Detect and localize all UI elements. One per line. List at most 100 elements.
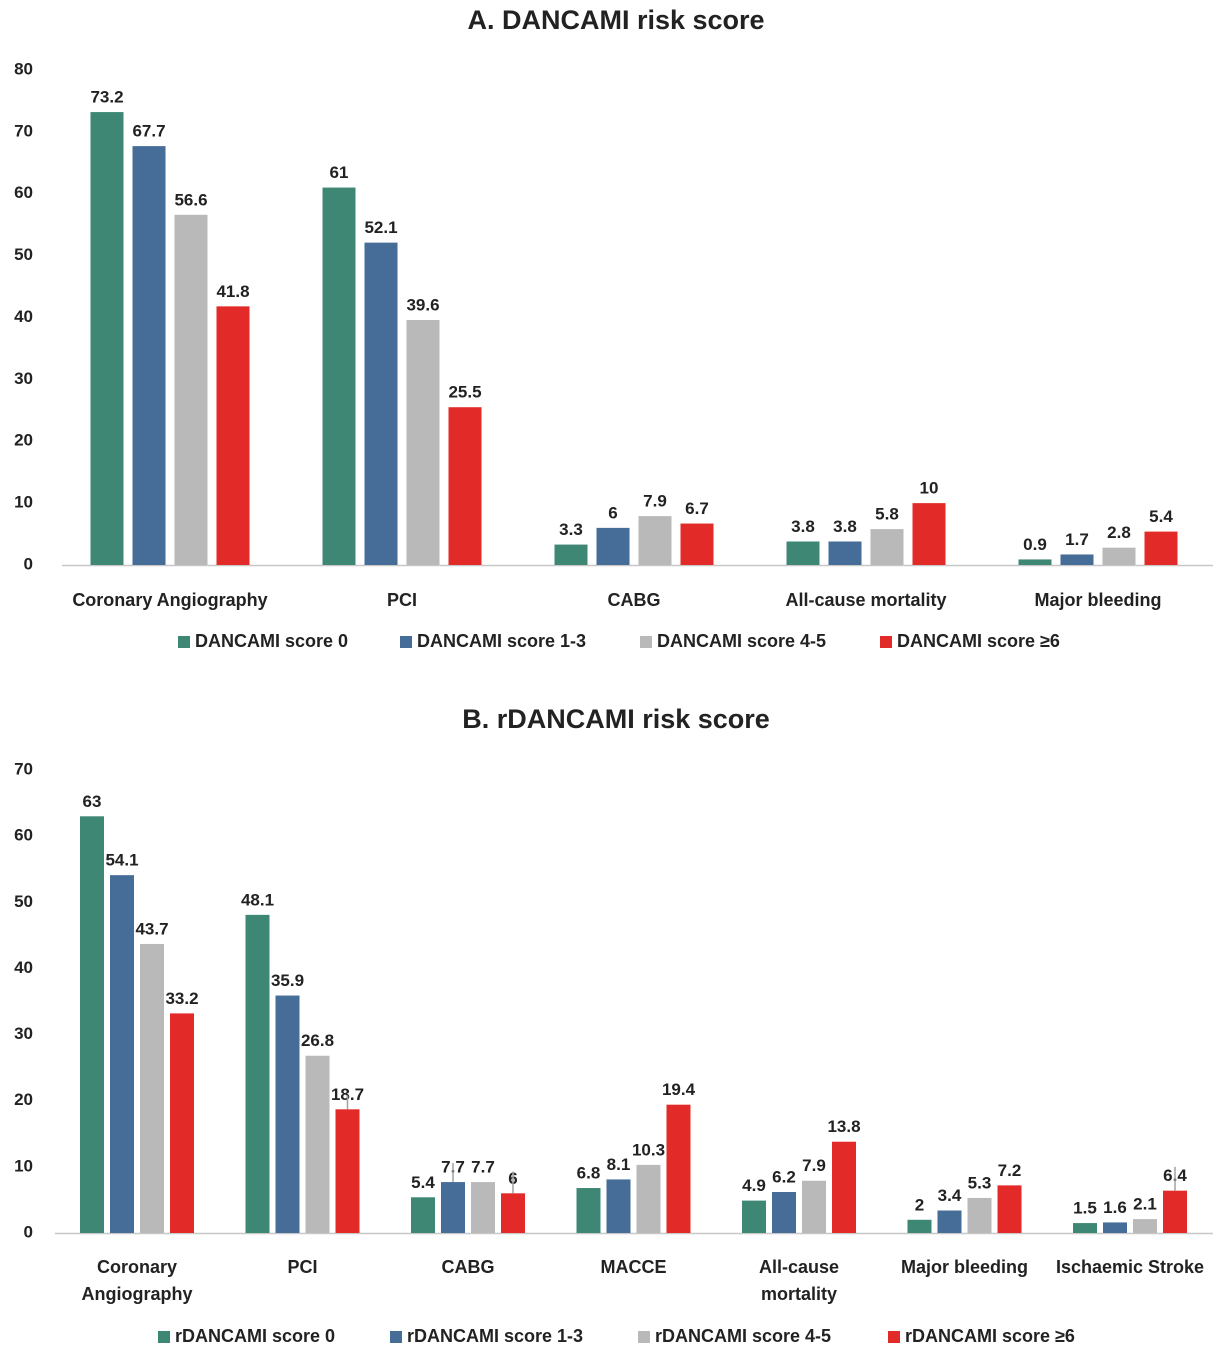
data-label: 48.1 [241, 890, 274, 909]
bar [786, 541, 820, 565]
y-tick-label: 70 [14, 121, 33, 140]
data-label: 41.8 [216, 282, 249, 301]
category-label: Ischaemic Stroke [1056, 1257, 1204, 1277]
data-label: 3.8 [833, 517, 857, 536]
bar [411, 1197, 435, 1233]
bar [912, 503, 946, 565]
category-label: PCI [387, 590, 417, 610]
data-label: 0.9 [1023, 535, 1047, 554]
data-label: 3.4 [938, 1186, 962, 1205]
bar [140, 943, 164, 1233]
data-label: 6.2 [772, 1167, 796, 1186]
y-tick-label: 70 [14, 759, 33, 778]
data-label: 39.6 [406, 295, 439, 314]
legend-swatch [880, 636, 892, 648]
data-label: 19.4 [662, 1080, 696, 1099]
y-tick-label: 40 [14, 307, 33, 326]
bar [742, 1200, 766, 1233]
bar [245, 914, 270, 1233]
bar [828, 541, 862, 565]
data-label: 6.7 [685, 499, 709, 518]
data-label: 54.1 [105, 851, 138, 870]
bar [554, 544, 588, 565]
y-tick-label: 30 [14, 1024, 33, 1043]
bar [606, 1179, 631, 1233]
data-label: 6 [608, 503, 617, 522]
data-label: 5.4 [411, 1173, 435, 1192]
data-label: 56.6 [174, 190, 207, 209]
data-label: 5.8 [875, 505, 899, 524]
bar [501, 1193, 525, 1233]
y-tick-label: 10 [14, 493, 33, 512]
legend-label: DANCAMI score 4-5 [657, 631, 826, 651]
bar [772, 1191, 796, 1233]
bar [1103, 1222, 1127, 1233]
data-label: 1.6 [1103, 1198, 1127, 1217]
legend-label: rDANCAMI score 1-3 [407, 1326, 583, 1346]
bar [110, 875, 134, 1233]
data-label: 33.2 [165, 989, 198, 1008]
bar [275, 995, 300, 1233]
legend-swatch [390, 1331, 402, 1343]
chart-title: B. rDANCAMI risk score [462, 704, 770, 734]
category-label: Angiography [82, 1284, 193, 1304]
bar [1144, 531, 1178, 565]
bar [406, 319, 440, 565]
legend-swatch [888, 1331, 900, 1343]
data-label: 7.9 [643, 492, 667, 511]
data-label: 6.8 [577, 1164, 601, 1183]
bar [680, 523, 714, 565]
data-label: 63 [83, 792, 102, 811]
legend-swatch [400, 636, 412, 648]
data-label: 1.7 [1065, 530, 1089, 549]
legend-label: rDANCAMI score 0 [175, 1326, 335, 1346]
data-label: 7.7 [471, 1158, 495, 1177]
bar [638, 516, 672, 565]
y-tick-label: 40 [14, 958, 33, 977]
bar [1073, 1223, 1097, 1233]
category-label: Major bleeding [901, 1257, 1028, 1277]
data-label: 3.3 [559, 520, 583, 539]
bar [832, 1141, 856, 1233]
bar [1060, 554, 1094, 565]
data-label: 1.5 [1073, 1199, 1097, 1218]
bar [305, 1055, 330, 1233]
bar [80, 816, 104, 1233]
y-tick-label: 50 [14, 245, 33, 264]
bar [1163, 1190, 1187, 1233]
bar [870, 529, 904, 565]
bar [967, 1197, 992, 1233]
data-label: 10.3 [632, 1140, 665, 1159]
bar [1102, 547, 1136, 565]
y-tick-label: 0 [24, 554, 33, 573]
category-label: Coronary [97, 1257, 177, 1277]
data-label: 18.7 [331, 1085, 364, 1104]
y-tick-label: 60 [14, 826, 33, 845]
bar [937, 1210, 962, 1233]
data-label: 2.1 [1133, 1195, 1157, 1214]
data-label: 2.8 [1107, 523, 1131, 542]
category-label: Major bleeding [1034, 590, 1161, 610]
y-tick-label: 30 [14, 369, 33, 388]
data-label: 7.2 [998, 1161, 1022, 1180]
bar [90, 112, 124, 565]
data-label: 13.8 [827, 1117, 860, 1136]
category-label: Coronary Angiography [72, 590, 267, 610]
data-label: 26.8 [301, 1031, 334, 1050]
y-tick-label: 0 [24, 1222, 33, 1241]
y-tick-label: 20 [14, 1090, 33, 1109]
bar [132, 146, 166, 565]
legend-swatch [158, 1331, 170, 1343]
bar [364, 242, 398, 565]
bar [636, 1164, 661, 1233]
data-label: 52.1 [364, 218, 397, 237]
data-label: 25.5 [448, 383, 481, 402]
y-tick-label: 80 [14, 59, 33, 78]
data-label: 43.7 [135, 919, 168, 938]
bar [997, 1185, 1022, 1233]
legend-swatch [178, 636, 190, 648]
bar [1018, 559, 1052, 565]
bar [576, 1188, 601, 1233]
